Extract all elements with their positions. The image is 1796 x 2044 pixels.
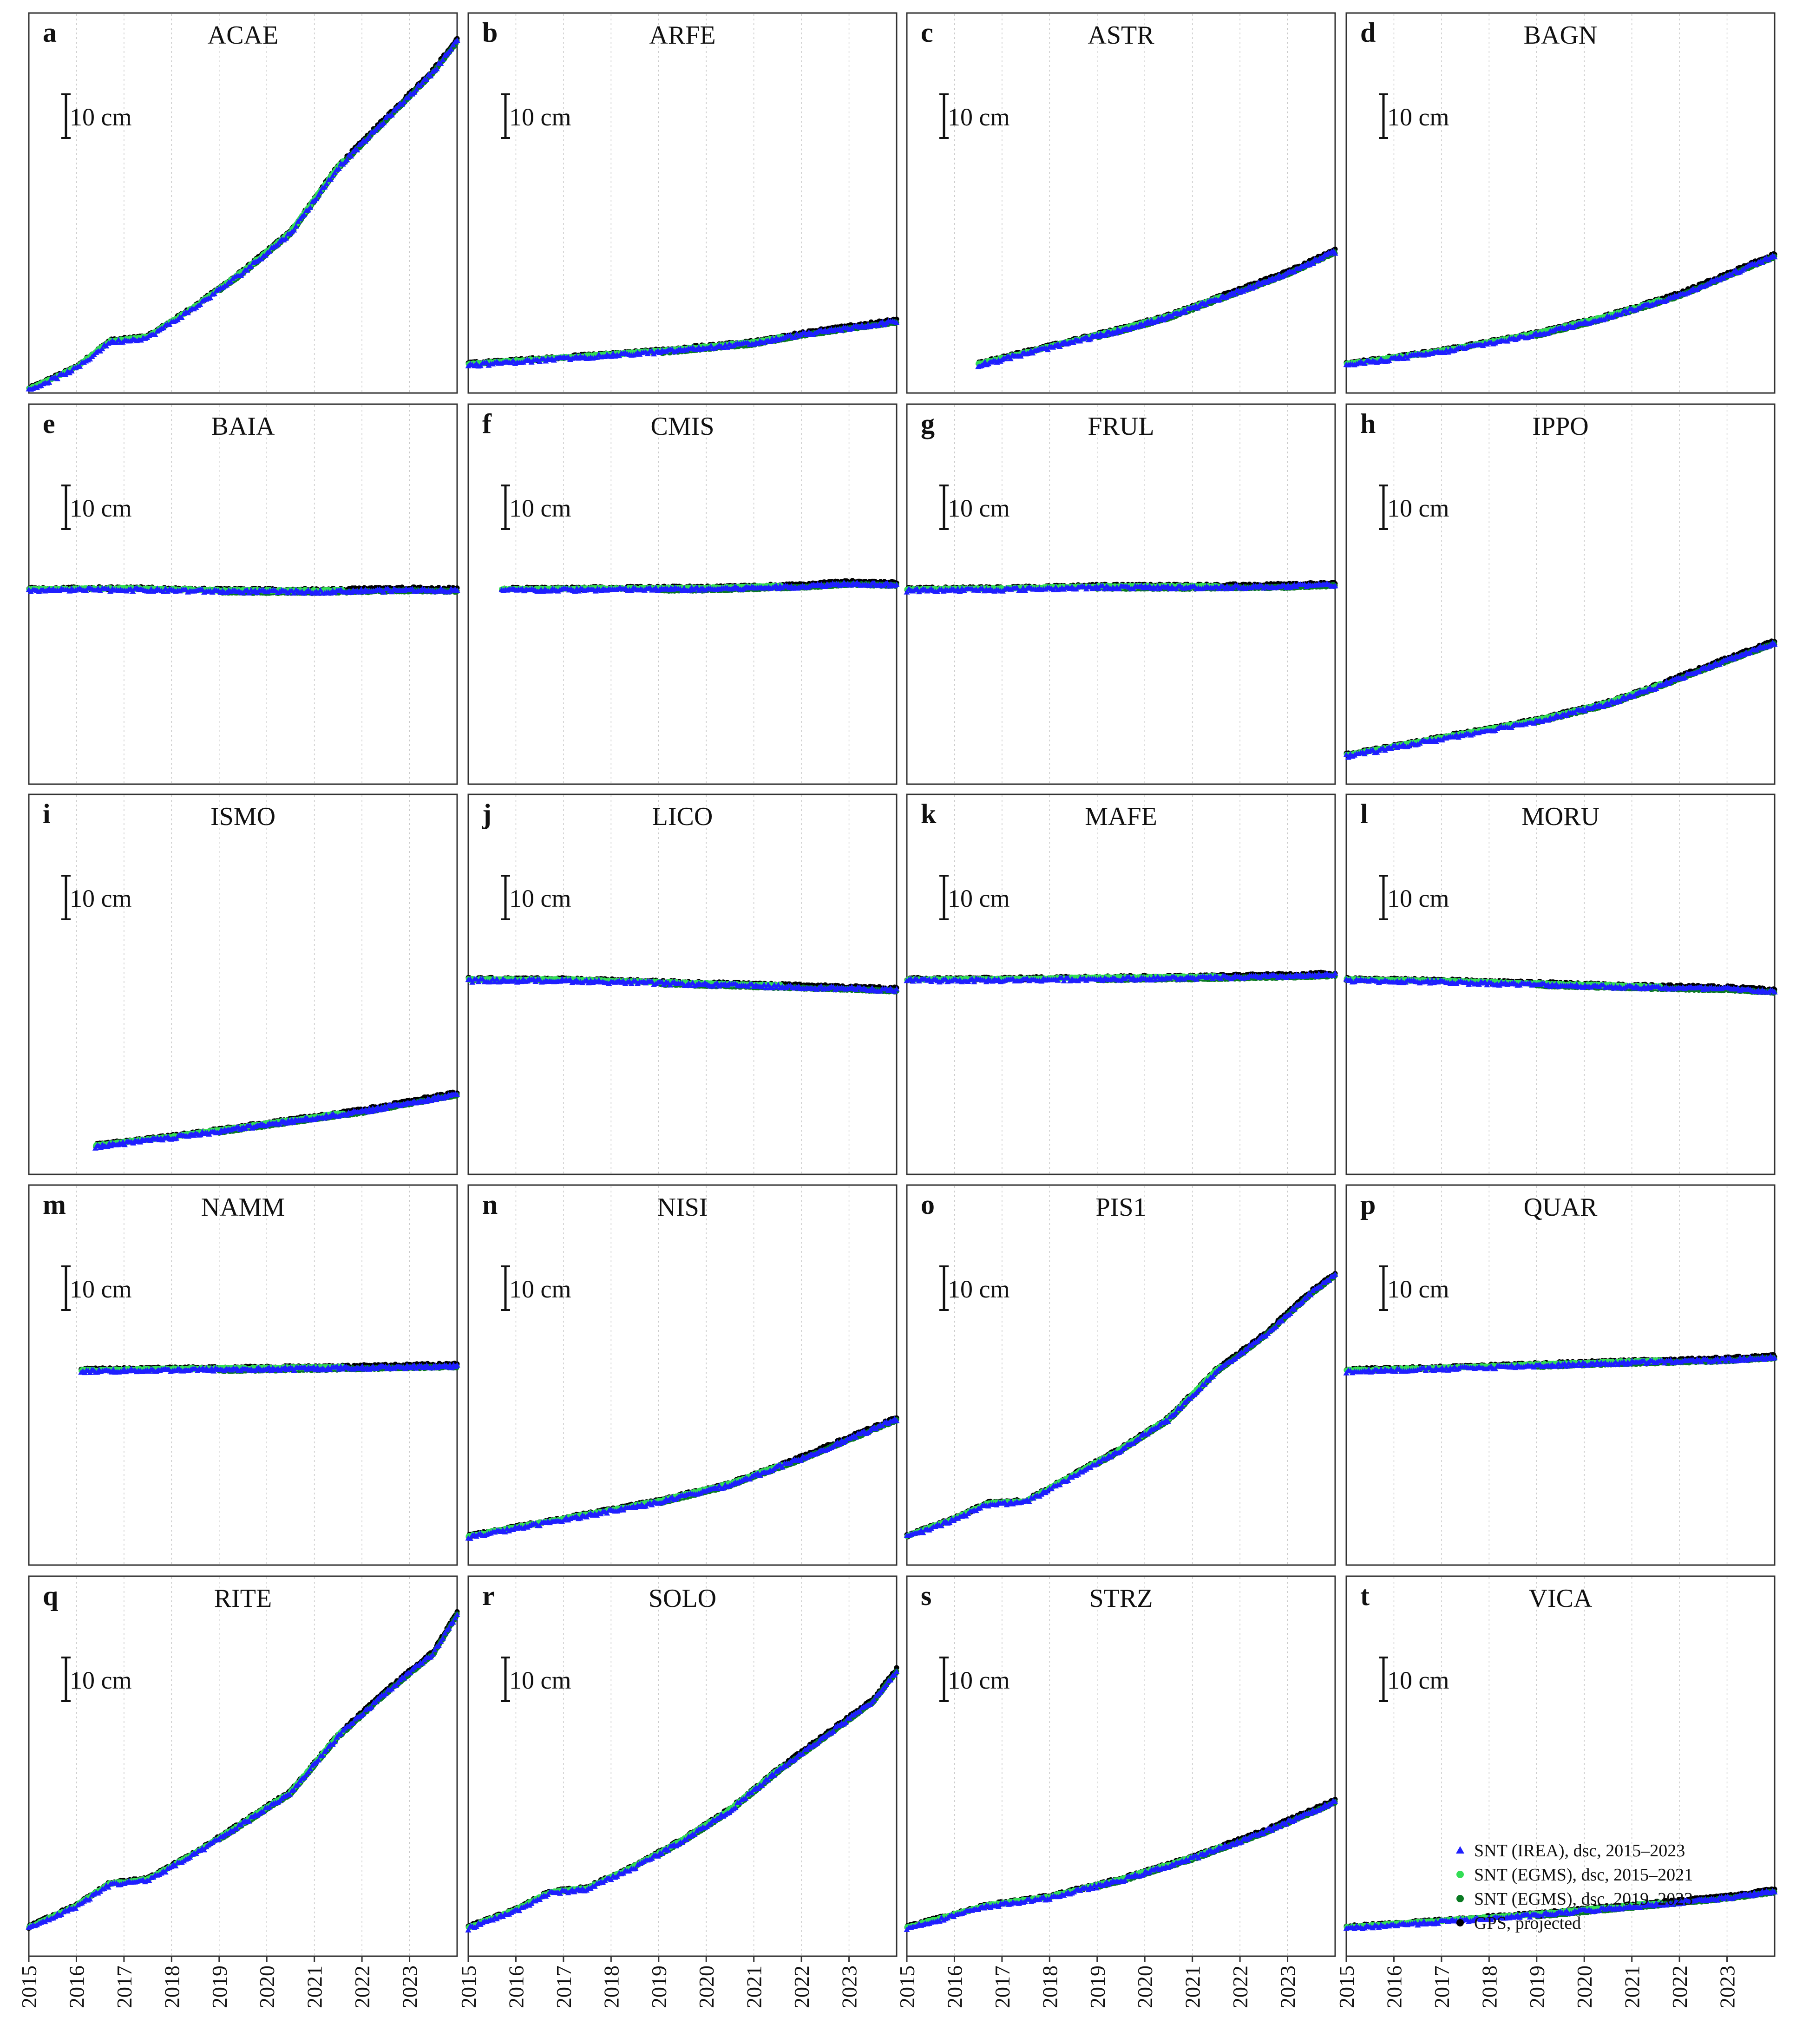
panel-frame [1345,12,1776,394]
panel-letter: b [482,17,498,48]
panel-frame [906,12,1336,394]
panel-frame [28,12,458,394]
scale-bar-label: 10 cm [509,103,571,131]
panel-acae: a ACAE 10 cm [26,12,460,394]
panel-arfe: b ARFE 10 cm [465,12,900,394]
scale-bar-label: 10 cm [70,103,131,131]
scale-bar-label: 10 cm [948,103,1009,131]
panel-letter: c [921,17,933,48]
panel-title: ASTR [1088,21,1154,50]
panel-astr: c ASTR 10 cm [906,12,1338,394]
panel-title: ACAE [208,21,278,50]
panel-title: ARFE [649,21,715,50]
panel-frame [467,12,898,394]
panel-letter: a [43,17,57,48]
